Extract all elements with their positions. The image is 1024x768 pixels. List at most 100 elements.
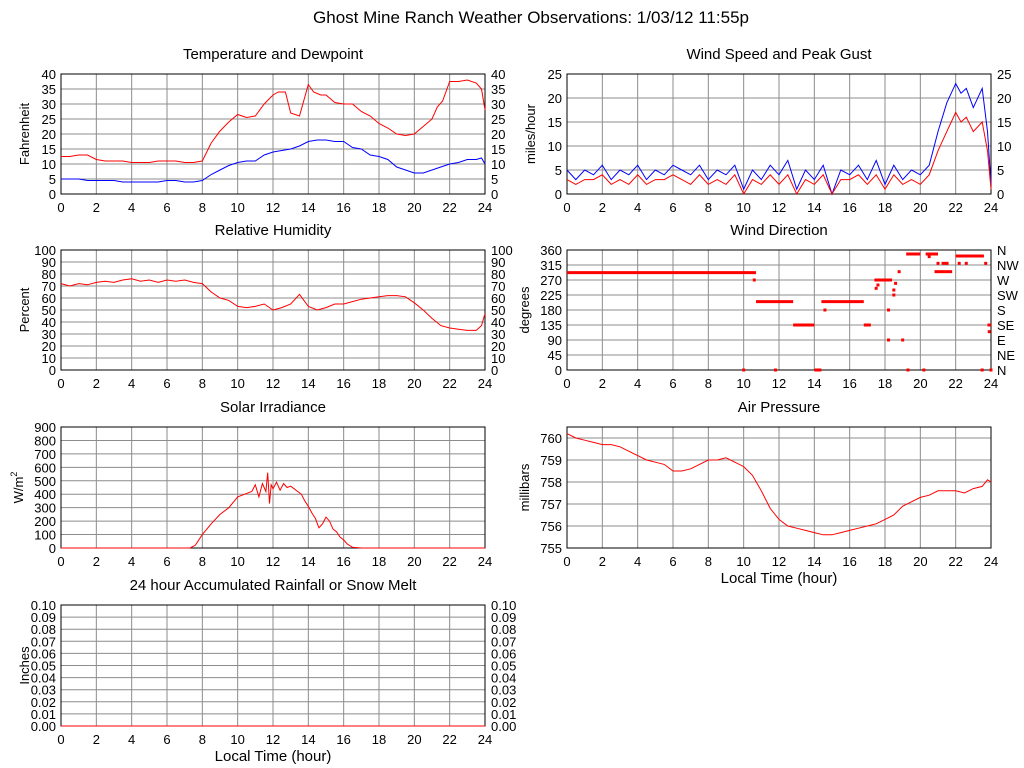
direction-point: [936, 261, 940, 265]
direction-point: [892, 293, 896, 297]
y-tick-label-right: 50: [491, 303, 505, 318]
y-tick-label: 100: [34, 243, 56, 258]
y-tick-label: 0.02: [31, 695, 56, 710]
x-tick-label: 20: [913, 554, 927, 569]
x-tick-label: 22: [948, 376, 962, 391]
y-tick-label: 0: [49, 363, 56, 378]
y-tick-label-right: 0.03: [491, 683, 516, 698]
x-tick-label: 22: [948, 200, 962, 215]
y-tick-label: 0.10: [31, 598, 56, 613]
direction-point: [927, 255, 931, 259]
direction-point: [742, 368, 746, 372]
compass-label: SE: [997, 318, 1015, 333]
y-tick-label: 700: [34, 447, 56, 462]
direction-point: [987, 330, 991, 334]
x-tick-label: 12: [772, 554, 786, 569]
x-tick-label: 2: [599, 554, 606, 569]
y-tick-label: 180: [540, 303, 562, 318]
y-tick-label: 40: [42, 315, 56, 330]
y-tick-label: 35: [42, 82, 56, 97]
y-tick-label: 50: [42, 303, 56, 318]
x-tick-label: 16: [336, 376, 350, 391]
plot-frame: [60, 426, 486, 549]
x-tick-label: 0: [57, 200, 64, 215]
x-tick-label: 14: [807, 376, 821, 391]
x-tick-label: 0: [57, 376, 64, 391]
x-tick-label: 12: [772, 376, 786, 391]
x-tick-label: 12: [266, 554, 280, 569]
x-tick-label: 18: [372, 376, 386, 391]
y-tick-label: 45: [548, 348, 562, 363]
direction-point: [752, 278, 756, 282]
x-tick-label: 4: [634, 200, 641, 215]
y-tick-label: 0: [555, 187, 562, 202]
y-tick-label: 25: [42, 112, 56, 127]
y-tick-label-right: 100: [491, 243, 513, 258]
x-tick-label: 24: [984, 554, 998, 569]
x-axis-label: Local Time (hour): [215, 748, 332, 765]
x-tick-label: 2: [93, 554, 100, 569]
y-tick-label-right: 10: [491, 157, 505, 172]
x-tick-label: 16: [842, 554, 856, 569]
x-tick-label: 16: [842, 376, 856, 391]
y-tick-label-right: 35: [491, 82, 505, 97]
y-tick-label: 600: [34, 460, 56, 475]
y-tick-label: 60: [42, 291, 56, 306]
y-tick-label-right: 0.02: [491, 695, 516, 710]
y-axis-label-sup: 2: [9, 472, 19, 477]
y-tick-label-right: 0.07: [491, 634, 516, 649]
direction-point: [876, 283, 880, 287]
x-tick-label: 4: [128, 554, 135, 569]
x-tick-label: 6: [669, 376, 676, 391]
x-tick-label: 16: [336, 732, 350, 747]
y-tick-label: 0.06: [31, 646, 56, 661]
y-axis-label: millibars: [517, 463, 532, 511]
compass-label: W: [997, 273, 1010, 288]
y-tick-label-right: 0: [491, 187, 498, 202]
x-tick-label: 20: [407, 376, 421, 391]
x-tick-label: 6: [163, 376, 170, 391]
series-line-0: [61, 472, 485, 549]
direction-point: [773, 368, 777, 372]
y-tick-label-right: 0.04: [491, 671, 516, 686]
y-tick-label: 0.08: [31, 622, 56, 637]
x-tick-label: 10: [736, 554, 750, 569]
x-tick-label: 6: [163, 732, 170, 747]
direction-point: [874, 286, 878, 290]
y-tick-label: 70: [42, 279, 56, 294]
x-tick-label: 4: [128, 376, 135, 391]
y-tick-label-right: 20: [491, 339, 505, 354]
x-tick-label: 2: [93, 200, 100, 215]
x-tick-label: 8: [705, 554, 712, 569]
x-tick-label: 16: [336, 554, 350, 569]
y-axis-label: Inches: [17, 646, 32, 685]
x-tick-label: 10: [736, 376, 750, 391]
x-tick-label: 22: [442, 200, 456, 215]
y-tick-label-right: 0.08: [491, 622, 516, 637]
y-tick-label: 10: [42, 157, 56, 172]
x-tick-label: 18: [372, 554, 386, 569]
x-tick-label: 10: [736, 200, 750, 215]
x-tick-label: 8: [199, 554, 206, 569]
direction-point: [887, 338, 891, 342]
y-tick-label: 15: [548, 115, 562, 130]
x-tick-label: 8: [199, 200, 206, 215]
y-tick-label-right: 15: [491, 142, 505, 157]
x-tick-label: 4: [128, 200, 135, 215]
x-tick-label: 14: [301, 732, 315, 747]
direction-point: [816, 368, 820, 372]
x-tick-label: 22: [442, 554, 456, 569]
y-tick-label-right: 10: [491, 351, 505, 366]
y-tick-label: 0.09: [31, 610, 56, 625]
x-tick-label: 18: [878, 554, 892, 569]
y-tick-label-right: 0.06: [491, 646, 516, 661]
x-tick-label: 0: [563, 376, 570, 391]
direction-point: [964, 261, 968, 265]
x-tick-label: 8: [705, 200, 712, 215]
x-tick-label: 14: [807, 554, 821, 569]
x-tick-label: 0: [563, 554, 570, 569]
x-tick-label: 12: [266, 732, 280, 747]
